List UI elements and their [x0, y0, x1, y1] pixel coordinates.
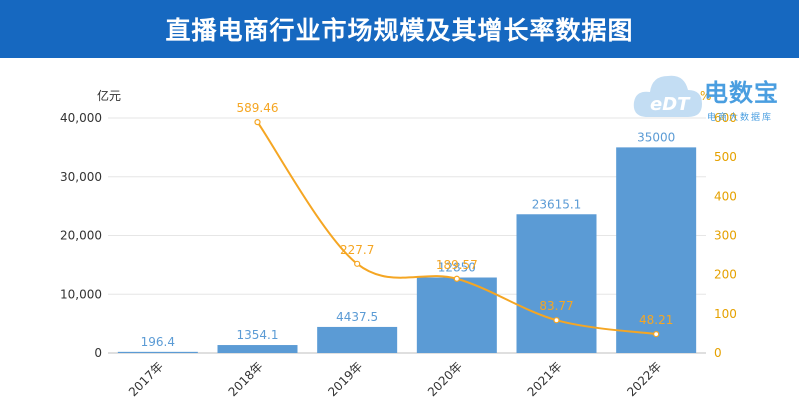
growth-rate-label: 189.57: [436, 258, 478, 272]
y-right-tick-label: 600: [714, 111, 737, 125]
bar-value-label: 35000: [637, 130, 675, 144]
svg-text:eDT: eDT: [650, 94, 691, 115]
x-tick-label: 2021年: [525, 359, 565, 399]
chart-title: 直播电商行业市场规模及其增长率数据图: [165, 16, 634, 45]
bar: [516, 214, 597, 353]
bar: [317, 326, 398, 353]
bar: [416, 277, 497, 353]
growth-rate-point: [354, 260, 361, 267]
y-left-tick-label: 0: [94, 346, 102, 360]
growth-rate-label: 227.7: [340, 243, 374, 257]
bar: [117, 351, 198, 353]
cloud-logo-icon: eDT: [633, 75, 702, 117]
y-left-tick-label: 30,000: [60, 170, 102, 184]
bar-value-label: 12850: [438, 261, 476, 275]
x-tick-label: 2019年: [325, 359, 365, 399]
y-right-tick-label: 100: [714, 307, 737, 321]
growth-rate-point: [653, 331, 660, 338]
y-right-tick-label: 300: [714, 229, 737, 243]
growth-rate-point: [553, 317, 560, 324]
bar: [217, 345, 298, 353]
x-tick-label: 2022年: [624, 359, 664, 399]
growth-rate-label: 589.46: [237, 101, 279, 115]
y-right-tick-label: 200: [714, 268, 737, 282]
x-tick-label: 2020年: [425, 359, 465, 399]
y-left-tick-label: 40,000: [60, 111, 102, 125]
y-right-tick-label: 0: [714, 346, 722, 360]
bar-value-label: 196.4: [141, 335, 175, 349]
x-tick-label: 2018年: [226, 359, 266, 399]
y-right-tick-label: 500: [714, 150, 737, 164]
y-right-unit: %: [700, 89, 711, 103]
growth-rate-point: [254, 119, 261, 126]
growth-rate-point: [453, 275, 460, 282]
y-left-tick-label: 10,000: [60, 287, 102, 301]
logo-brand: 电数宝: [704, 79, 779, 107]
bar-value-label: 4437.5: [336, 310, 378, 324]
bar-value-label: 23615.1: [532, 197, 582, 211]
title-banner: 直播电商行业市场规模及其增长率数据图: [0, 0, 799, 58]
growth-rate-label: 83.77: [539, 299, 573, 313]
growth-rate-line: [256, 121, 657, 336]
growth-rate-label: 48.21: [639, 313, 673, 327]
x-tick-label: 2017年: [126, 359, 166, 399]
logo-subtitle: 电商大数据库: [707, 113, 774, 123]
y-left-unit: 亿元: [97, 88, 121, 103]
bar: [616, 147, 697, 353]
y-left-tick-label: 20,000: [60, 229, 102, 243]
bar-value-label: 1354.1: [237, 328, 279, 342]
y-right-tick-label: 400: [714, 189, 737, 203]
